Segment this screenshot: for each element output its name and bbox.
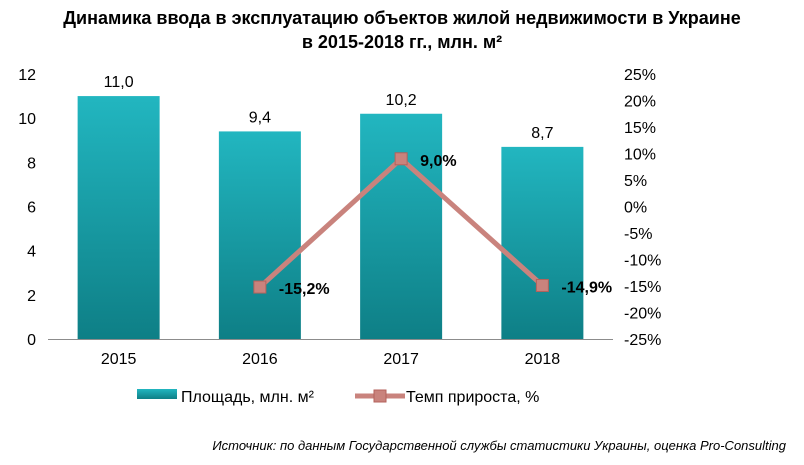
- growth-marker-2016: [253, 280, 267, 294]
- growth-label-2016: -15,2%: [279, 281, 330, 298]
- bar-2018: [501, 146, 584, 339]
- y-left-tick-2: 2: [27, 288, 36, 305]
- bar-label-2016: 9,4: [249, 109, 271, 126]
- y-right-tick-25: 25%: [624, 67, 656, 84]
- bar-label-2018: 8,7: [531, 125, 553, 142]
- y-left-tick-10: 10: [18, 111, 36, 128]
- chart-title-line1: Динамика ввода в эксплуатацию объектов ж…: [63, 8, 741, 28]
- x-tick-2016: 2016: [242, 351, 278, 368]
- y-right-tick-minus10: -10%: [624, 253, 661, 270]
- bar-2016: [218, 131, 301, 339]
- legend-swatch-area: [137, 389, 177, 399]
- source-note: Источник: по данным Государственной служ…: [212, 438, 786, 453]
- x-tick-2017: 2017: [383, 351, 419, 368]
- growth-label-2018: -14,9%: [561, 279, 612, 296]
- y-right-tick-20: 20%: [624, 94, 656, 111]
- y-left-tick-6: 6: [27, 200, 36, 217]
- y-left-tick-8: 8: [27, 155, 36, 172]
- y-right-tick-5: 5%: [624, 173, 647, 190]
- y-left-tick-4: 4: [27, 244, 36, 261]
- y-right-tick-minus25: -25%: [624, 332, 661, 349]
- bar-label-2015: 11,0: [104, 74, 134, 91]
- x-tick-2018: 2018: [525, 351, 561, 368]
- y-right-tick-minus15: -15%: [624, 279, 661, 296]
- legend-label-area: Площадь, млн. м²: [181, 389, 315, 406]
- bar-2017: [360, 113, 443, 339]
- y-right-tick-minus5: -5%: [624, 226, 652, 243]
- y-left-tick-12: 12: [18, 67, 36, 84]
- legend-swatch-marker: [373, 389, 387, 403]
- growth-marker-2017: [394, 152, 408, 166]
- y-right-tick-minus20: -20%: [624, 306, 661, 323]
- y-left-tick-0: 0: [27, 332, 36, 349]
- chart-title: Динамика ввода в эксплуатацию объектов ж…: [0, 6, 804, 54]
- x-tick-2015: 2015: [101, 351, 137, 368]
- legend-label-growth: Темп прироста, %: [406, 389, 539, 406]
- y-right-tick-0: 0%: [624, 200, 647, 217]
- y-right-tick-15: 15%: [624, 120, 656, 137]
- bar-label-2017: 10,2: [386, 92, 417, 109]
- growth-marker-2018: [535, 278, 549, 292]
- bar-2015: [77, 96, 160, 339]
- growth-label-2017: 9,0%: [420, 153, 456, 170]
- chart-title-line2: в 2015-2018 гг., млн. м²: [301, 32, 503, 52]
- y-right-tick-10: 10%: [624, 147, 656, 164]
